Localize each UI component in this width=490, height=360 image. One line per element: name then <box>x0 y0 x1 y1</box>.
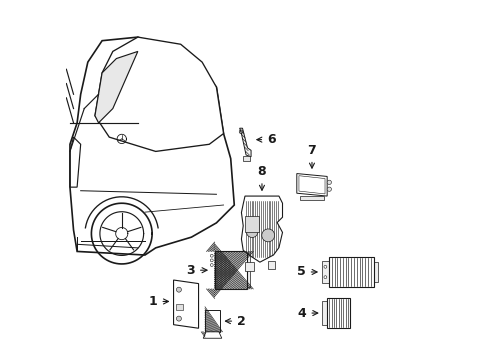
Circle shape <box>262 229 275 242</box>
Circle shape <box>324 276 327 279</box>
Circle shape <box>210 259 213 262</box>
Text: 8: 8 <box>258 165 266 190</box>
Text: 3: 3 <box>186 264 207 277</box>
Circle shape <box>210 264 213 266</box>
Text: 2: 2 <box>225 315 246 328</box>
Polygon shape <box>173 280 198 328</box>
Polygon shape <box>242 196 283 262</box>
Polygon shape <box>95 51 138 123</box>
Bar <box>215 251 247 289</box>
Bar <box>327 298 350 328</box>
Polygon shape <box>95 37 223 152</box>
Circle shape <box>210 254 213 257</box>
Bar <box>300 196 324 201</box>
Bar <box>268 261 275 269</box>
Bar <box>245 262 254 271</box>
Polygon shape <box>297 174 327 196</box>
Bar <box>243 156 250 161</box>
Bar <box>247 253 250 287</box>
Text: 4: 4 <box>298 307 318 320</box>
Text: 1: 1 <box>149 295 169 308</box>
Bar <box>329 257 373 287</box>
Bar <box>373 262 378 282</box>
Circle shape <box>324 265 327 268</box>
Text: 7: 7 <box>308 144 317 168</box>
Bar <box>176 304 183 310</box>
Circle shape <box>327 180 331 184</box>
Polygon shape <box>203 332 222 338</box>
Text: 6: 6 <box>257 133 276 146</box>
Bar <box>322 261 329 283</box>
Circle shape <box>327 187 331 192</box>
Circle shape <box>246 226 258 238</box>
Bar <box>322 301 327 325</box>
Bar <box>245 216 259 233</box>
Circle shape <box>176 316 181 321</box>
Bar <box>205 310 220 332</box>
Text: 5: 5 <box>297 265 317 279</box>
Polygon shape <box>70 37 234 255</box>
Circle shape <box>176 287 181 292</box>
Polygon shape <box>240 128 251 157</box>
